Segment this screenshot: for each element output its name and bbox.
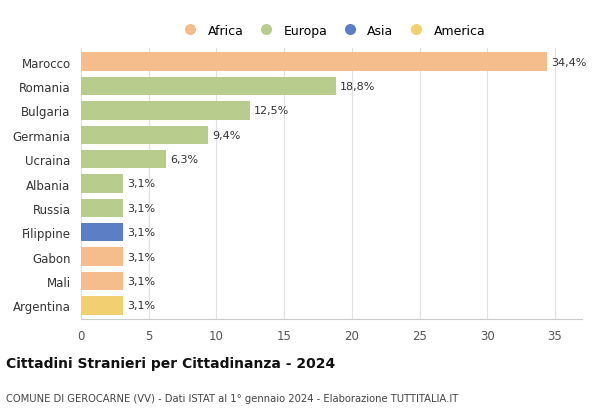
Bar	[81, 78, 335, 96]
Text: Cittadini Stranieri per Cittadinanza - 2024: Cittadini Stranieri per Cittadinanza - 2…	[6, 356, 335, 370]
Legend: Africa, Europa, Asia, America: Africa, Europa, Asia, America	[175, 22, 488, 40]
Text: COMUNE DI GEROCARNE (VV) - Dati ISTAT al 1° gennaio 2024 - Elaborazione TUTTITAL: COMUNE DI GEROCARNE (VV) - Dati ISTAT al…	[6, 393, 458, 403]
Text: 34,4%: 34,4%	[551, 58, 586, 67]
Bar	[81, 175, 123, 193]
Text: 3,1%: 3,1%	[127, 276, 155, 286]
Text: 3,1%: 3,1%	[127, 301, 155, 310]
Text: 3,1%: 3,1%	[127, 179, 155, 189]
Bar	[81, 248, 123, 266]
Bar	[81, 272, 123, 290]
Bar	[81, 102, 250, 120]
Bar	[81, 224, 123, 242]
Text: 6,3%: 6,3%	[170, 155, 199, 165]
Bar	[81, 53, 547, 72]
Text: 9,4%: 9,4%	[212, 130, 241, 140]
Text: 3,1%: 3,1%	[127, 228, 155, 238]
Text: 3,1%: 3,1%	[127, 252, 155, 262]
Bar	[81, 126, 208, 144]
Bar	[81, 199, 123, 218]
Bar	[81, 151, 166, 169]
Bar	[81, 297, 123, 315]
Text: 18,8%: 18,8%	[340, 82, 375, 92]
Text: 12,5%: 12,5%	[254, 106, 290, 116]
Text: 3,1%: 3,1%	[127, 203, 155, 213]
